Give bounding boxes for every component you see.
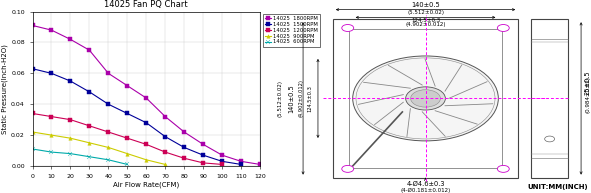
Circle shape [353,56,498,141]
Bar [531,19,568,178]
Circle shape [545,136,554,142]
Circle shape [342,165,353,172]
Text: (4.902±0.012): (4.902±0.012) [299,80,304,117]
Circle shape [342,25,353,31]
Text: 4-Ø4.6±0.3: 4-Ø4.6±0.3 [406,181,445,187]
Text: (5.512±0.02): (5.512±0.02) [277,80,282,117]
Text: (4.902±0.012): (4.902±0.012) [405,22,446,27]
Text: (4-Ø0.181±0.012): (4-Ø0.181±0.012) [400,188,451,193]
Text: (0.984±0.02): (0.984±0.02) [585,76,590,113]
Bar [349,29,502,168]
Y-axis label: Static Pressure(Inch-H2O): Static Pressure(Inch-H2O) [2,44,8,134]
Text: UNIT:MM(INCH): UNIT:MM(INCH) [528,184,588,190]
Circle shape [498,165,509,172]
X-axis label: Air Flow Rate(CFM): Air Flow Rate(CFM) [113,181,180,188]
Text: 25±0.5: 25±0.5 [584,71,590,95]
Circle shape [405,87,446,110]
Circle shape [411,90,440,107]
Text: 124.5±0.3: 124.5±0.3 [307,85,312,112]
Text: 140±0.5: 140±0.5 [411,2,440,8]
Text: 124.5±0.3: 124.5±0.3 [411,18,440,23]
Bar [333,19,518,178]
Text: 140±0.5: 140±0.5 [288,84,294,113]
Legend: 14025  1800RPM, 14025  1500RPM, 14025  1200RPM, 14025  900RPM, 14025  600RPM: 14025 1800RPM, 14025 1500RPM, 14025 1200… [262,14,320,47]
Title: 14025 Fan PQ Chart: 14025 Fan PQ Chart [105,0,188,9]
Text: (5.512±0.02): (5.512±0.02) [407,10,444,15]
Circle shape [498,25,509,31]
